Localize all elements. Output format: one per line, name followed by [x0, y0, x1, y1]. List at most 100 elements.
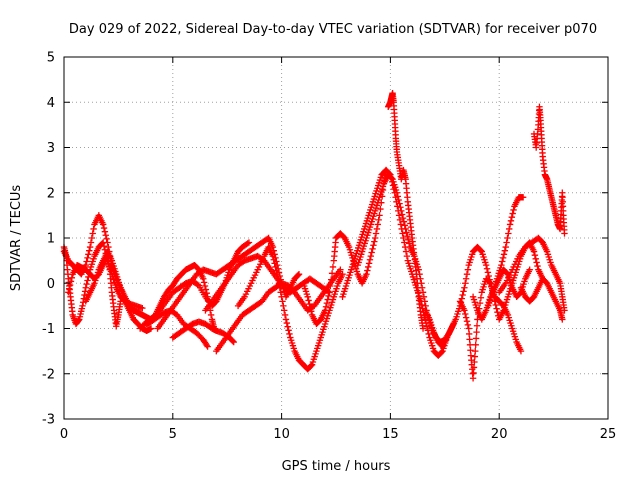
y-tick-label: 2 — [47, 186, 55, 201]
data-series-track-10 — [213, 266, 344, 355]
data-point — [506, 221, 514, 228]
x-axis-label: GPS time / hours — [282, 459, 391, 474]
data-point — [502, 243, 509, 251]
data-point — [398, 207, 405, 215]
data-point — [534, 262, 541, 270]
data-point — [306, 300, 313, 308]
data-point — [394, 193, 401, 200]
data-point — [477, 247, 485, 254]
y-tick-label: 0 — [47, 277, 55, 292]
data-point — [508, 213, 516, 221]
data-point — [87, 239, 95, 246]
data-point — [461, 284, 468, 291]
data-point — [516, 290, 524, 297]
data-point — [472, 347, 479, 355]
data-point — [363, 271, 370, 278]
data-point — [472, 341, 479, 348]
y-tick-label: 4 — [47, 96, 55, 111]
y-tick-label: 5 — [47, 51, 55, 66]
data-point — [329, 263, 337, 271]
data-point — [466, 341, 474, 348]
data-series-track-11 — [234, 243, 346, 373]
y-tick-label: -2 — [42, 367, 55, 382]
data-point — [395, 196, 402, 204]
data-point — [493, 305, 500, 312]
data-point — [470, 364, 478, 371]
data-point — [486, 279, 493, 286]
data-point — [307, 304, 314, 311]
data-point — [472, 335, 480, 342]
y-tick-label: -3 — [42, 413, 55, 428]
y-tick-label: -1 — [42, 322, 55, 337]
data-point — [368, 249, 375, 256]
data-point — [274, 275, 282, 282]
data-point — [200, 275, 207, 282]
data-point — [463, 271, 471, 278]
data-point — [398, 211, 406, 218]
data-point — [283, 319, 291, 327]
data-point — [463, 318, 471, 325]
data-point — [405, 236, 412, 244]
data-point — [531, 251, 539, 259]
data-point — [105, 243, 112, 251]
data-point — [462, 280, 469, 287]
chart-title: Day 029 of 2022, Sidereal Day-to-day VTE… — [69, 22, 597, 37]
data-point — [366, 256, 374, 263]
data-point — [503, 239, 510, 246]
data-point — [491, 298, 499, 305]
data-point — [100, 242, 108, 250]
data-point — [530, 248, 538, 255]
x-tick-label: 25 — [600, 427, 617, 442]
data-point — [101, 228, 109, 235]
data-point — [532, 255, 539, 263]
y-tick-label: 1 — [47, 232, 55, 247]
data-point — [371, 238, 378, 245]
data-point — [328, 276, 335, 283]
data-point — [281, 307, 288, 314]
data-point — [421, 298, 428, 305]
data-point — [460, 288, 467, 295]
data-point — [229, 337, 237, 345]
data-point — [90, 225, 97, 233]
data-point — [323, 299, 331, 307]
data-point — [284, 323, 291, 330]
data-series-track-9 — [202, 252, 333, 314]
data-point — [405, 240, 413, 247]
y-axis-label: SDTVAR / TECUs — [9, 185, 24, 292]
data-point — [278, 293, 285, 301]
data-point — [369, 245, 376, 253]
data-point — [285, 327, 292, 334]
data-point — [203, 342, 210, 349]
data-point — [423, 323, 431, 330]
data-point — [403, 229, 410, 236]
data-point — [469, 375, 477, 382]
data-point — [83, 280, 90, 288]
data-point — [337, 266, 344, 273]
data-point — [425, 330, 432, 338]
data-point — [117, 298, 124, 305]
data-point — [100, 224, 108, 232]
data-point — [104, 239, 111, 246]
data-point — [365, 260, 373, 267]
data-series-track-20 — [530, 103, 568, 237]
data-point — [373, 225, 381, 233]
data-point — [526, 266, 533, 273]
data-point — [372, 230, 380, 237]
data-point — [438, 348, 445, 356]
data-point — [504, 234, 511, 242]
x-tick-label: 20 — [491, 427, 508, 442]
data-point — [377, 205, 384, 213]
data-point — [294, 271, 302, 279]
data-point — [245, 239, 253, 246]
data-point — [84, 254, 91, 262]
data-point — [84, 277, 91, 284]
data-layer — [60, 90, 568, 382]
data-point — [275, 280, 283, 287]
data-point — [103, 235, 110, 243]
data-point — [473, 322, 481, 329]
data-point — [393, 189, 401, 196]
data-point — [519, 194, 527, 201]
data-point — [492, 301, 499, 309]
data-point — [374, 221, 381, 228]
data-point — [467, 347, 474, 354]
